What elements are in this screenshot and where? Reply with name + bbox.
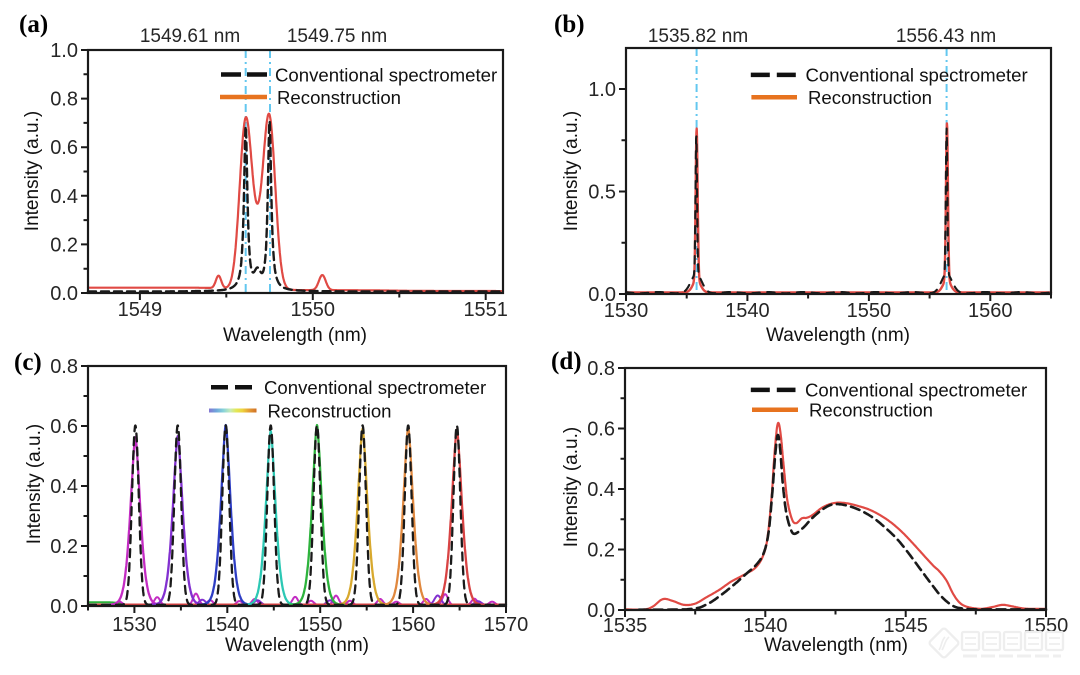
svg-text:1.0: 1.0 (588, 79, 616, 101)
svg-text:(d): (d) (551, 348, 582, 375)
svg-text:1.0: 1.0 (50, 40, 78, 62)
svg-text:Wavelength (nm): Wavelength (nm) (766, 325, 910, 346)
svg-text:1556.43 nm: 1556.43 nm (896, 26, 996, 47)
svg-text:0.0: 0.0 (588, 284, 616, 306)
svg-text:0.2: 0.2 (50, 234, 78, 256)
svg-text:1550: 1550 (291, 299, 336, 321)
svg-text:1551: 1551 (463, 299, 508, 321)
svg-text:Reconstruction: Reconstruction (277, 87, 401, 108)
svg-text:1560: 1560 (391, 614, 436, 636)
svg-text:1549.75 nm: 1549.75 nm (287, 26, 387, 47)
svg-text:Wavelength (nm): Wavelength (nm) (225, 635, 369, 656)
svg-text:Intensity (a.u.): Intensity (a.u.) (561, 427, 582, 547)
svg-text:0.6: 0.6 (50, 137, 78, 159)
svg-text:0.4: 0.4 (50, 476, 78, 498)
svg-text:0.8: 0.8 (587, 358, 615, 380)
svg-text:1540: 1540 (205, 614, 250, 636)
svg-text:1540: 1540 (743, 615, 788, 637)
svg-text:0.0: 0.0 (50, 596, 78, 618)
svg-text:1570: 1570 (484, 614, 529, 636)
svg-text:1535: 1535 (603, 615, 648, 637)
svg-text:0.6: 0.6 (50, 416, 78, 438)
svg-text:1550: 1550 (298, 614, 343, 636)
svg-text:0.8: 0.8 (50, 89, 78, 111)
svg-text:0.4: 0.4 (50, 186, 78, 208)
svg-text:0.0: 0.0 (587, 600, 615, 622)
svg-text:0.5: 0.5 (588, 182, 616, 204)
svg-text:1560: 1560 (968, 300, 1013, 322)
svg-text:1530: 1530 (604, 300, 649, 322)
svg-text:Intensity (a.u.): Intensity (a.u.) (22, 111, 43, 231)
svg-text:0.6: 0.6 (587, 419, 615, 441)
svg-text:1549.61 nm: 1549.61 nm (140, 26, 240, 47)
svg-text:Intensity (a.u.): Intensity (a.u.) (561, 111, 582, 231)
svg-text:Reconstruction: Reconstruction (808, 87, 932, 108)
svg-text:Reconstruction: Reconstruction (809, 400, 933, 421)
svg-text:0.4: 0.4 (587, 479, 615, 501)
svg-text:Reconstruction: Reconstruction (268, 401, 392, 422)
svg-text:(b): (b) (554, 11, 585, 38)
svg-text:1535.82 nm: 1535.82 nm (648, 26, 748, 47)
svg-text:1549: 1549 (118, 299, 163, 321)
svg-text:Wavelength (nm): Wavelength (nm) (764, 635, 908, 656)
svg-text:Conventional spectrometer: Conventional spectrometer (264, 377, 486, 398)
svg-text:1545: 1545 (883, 615, 928, 637)
svg-text:1550: 1550 (847, 300, 892, 322)
svg-text:Conventional spectrometer: Conventional spectrometer (806, 65, 1028, 86)
svg-text:Wavelength (nm): Wavelength (nm) (223, 325, 367, 346)
svg-text:Conventional spectrometer: Conventional spectrometer (275, 65, 497, 86)
svg-text:1530: 1530 (112, 614, 157, 636)
svg-text:0.2: 0.2 (50, 536, 78, 558)
svg-text:0.2: 0.2 (587, 540, 615, 562)
svg-text:(c): (c) (14, 349, 42, 376)
svg-text:Conventional spectrometer: Conventional spectrometer (805, 380, 1027, 401)
svg-text:0.8: 0.8 (50, 356, 78, 378)
svg-text:Intensity (a.u.): Intensity (a.u.) (24, 424, 45, 544)
svg-text:1540: 1540 (725, 300, 770, 322)
svg-text:(a): (a) (19, 11, 48, 38)
svg-text:0.0: 0.0 (50, 283, 78, 305)
